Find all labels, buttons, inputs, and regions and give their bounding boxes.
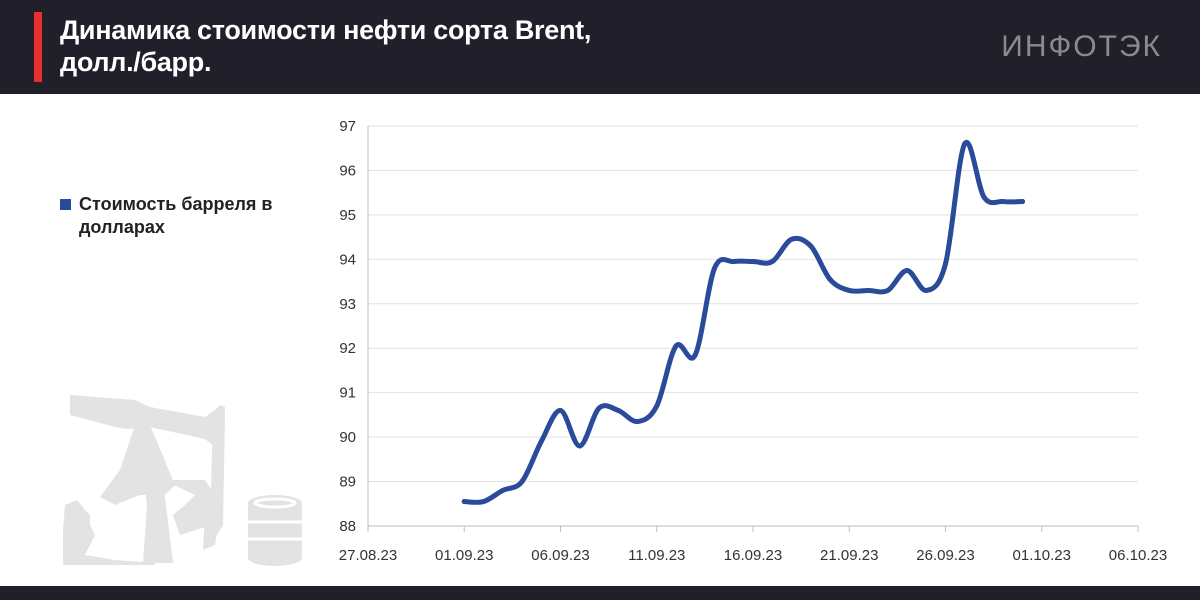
data-point bbox=[500, 487, 506, 493]
data-point bbox=[461, 499, 467, 505]
data-point bbox=[808, 243, 814, 249]
x-axis bbox=[367, 126, 1138, 527]
data-point bbox=[866, 287, 871, 293]
x-axis-ticks: 27.08.23 01.09.23 06.09.23 11.09.23 16.09.23… bbox=[339, 526, 1167, 564]
data-point bbox=[731, 259, 737, 265]
chart-legend: Стоимость барреля в долларах bbox=[60, 193, 309, 239]
data-point bbox=[538, 439, 544, 445]
y-tick-label: 91 bbox=[339, 385, 356, 402]
y-tick-label: 92 bbox=[339, 340, 356, 357]
title-line-2: долл./барр. bbox=[60, 47, 212, 77]
series-line-0 bbox=[461, 139, 1025, 505]
y-tick-label: 96 bbox=[339, 162, 356, 179]
data-point bbox=[673, 343, 679, 349]
y-tick-label: 94 bbox=[339, 251, 356, 268]
y-tick-label: 93 bbox=[339, 296, 356, 313]
data-point bbox=[981, 194, 987, 200]
x-tick-label: 01.09.23 bbox=[435, 547, 493, 564]
data-point bbox=[1000, 199, 1006, 205]
data-point bbox=[712, 265, 717, 271]
data-point bbox=[519, 479, 525, 485]
data-point bbox=[943, 261, 948, 267]
x-tick-label: 16.09.23 bbox=[724, 547, 782, 564]
data-point bbox=[481, 499, 486, 505]
y-tick-label: 90 bbox=[339, 429, 356, 446]
x-tick-label: 11.09.23 bbox=[628, 547, 685, 564]
brand-logo: ИНФОТЭК bbox=[1001, 30, 1162, 63]
data-point bbox=[615, 407, 621, 413]
x-tick-label: 26.09.23 bbox=[916, 547, 974, 564]
y-tick-label: 88 bbox=[339, 518, 356, 535]
legend-swatch bbox=[60, 199, 71, 210]
data-point bbox=[750, 259, 756, 265]
x-tick-label: 06.09.23 bbox=[531, 547, 589, 564]
y-axis-ticks: 88 89 90 91 92 93 94 95 96 97 bbox=[339, 118, 356, 535]
data-point bbox=[769, 259, 775, 265]
data-point bbox=[577, 443, 583, 449]
y-tick-label: 95 bbox=[339, 207, 356, 224]
data-point bbox=[789, 236, 794, 242]
data-point bbox=[885, 287, 891, 293]
grid-lines bbox=[368, 125, 1138, 483]
data-point bbox=[692, 352, 698, 358]
data-point bbox=[827, 276, 833, 282]
title-line-1: Динамика стоимости нефти сорта Brent, bbox=[60, 15, 592, 45]
series-layer bbox=[461, 139, 1025, 505]
data-point bbox=[904, 267, 910, 273]
accent-bar bbox=[34, 12, 42, 82]
legend-label: Стоимость барреля в долларах bbox=[79, 194, 273, 237]
data-point bbox=[846, 287, 852, 293]
x-tick-label: 01.10.23 bbox=[1013, 547, 1071, 564]
footer-bar bbox=[0, 586, 1200, 600]
page-title: Динамика стоимости нефти сорта Brent, до… bbox=[60, 14, 760, 78]
y-tick-label: 97 bbox=[339, 118, 356, 135]
x-tick-label: 21.09.23 bbox=[820, 547, 878, 564]
oil-pump-icon bbox=[63, 395, 302, 566]
x-tick-label: 27.08.23 bbox=[339, 547, 397, 564]
y-tick-label: 89 bbox=[339, 474, 356, 491]
data-point bbox=[654, 403, 660, 409]
data-point bbox=[558, 407, 563, 413]
data-point bbox=[635, 419, 640, 425]
x-tick-label: 06.10.23 bbox=[1109, 547, 1167, 564]
data-point bbox=[596, 405, 602, 411]
data-point bbox=[1020, 199, 1025, 205]
data-point bbox=[962, 141, 968, 147]
header-bar: Динамика стоимости нефти сорта Brent, до… bbox=[0, 0, 1200, 94]
data-point bbox=[923, 287, 929, 293]
